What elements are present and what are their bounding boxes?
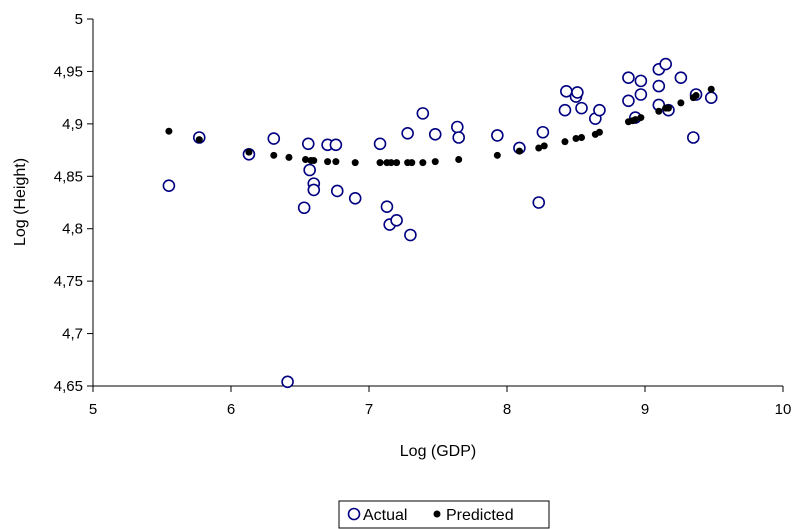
predicted-point (376, 159, 384, 167)
legend-actual-marker (347, 507, 361, 521)
actual-point (416, 107, 430, 120)
x-tick-label: 7 (365, 401, 373, 418)
actual-point (162, 179, 176, 193)
y-ticks: 4,65 4,7 4,75 4,8 4,85 4,9 4,95 5 (54, 11, 93, 395)
actual-point (491, 129, 504, 142)
predicted-point (302, 156, 310, 164)
predicted-point (431, 158, 439, 166)
predicted-point (493, 151, 501, 159)
x-ticks: 5 6 7 8 9 10 (89, 386, 792, 418)
actual-point (622, 94, 635, 108)
actual-point (330, 184, 344, 198)
actual-point (380, 200, 394, 213)
predicted-point (664, 104, 672, 112)
predicted-point (195, 136, 203, 144)
legend-actual-label: Actual (363, 507, 407, 524)
predicted-series (165, 85, 715, 167)
predicted-point (655, 107, 663, 115)
legend: Actual Predicted (338, 500, 550, 529)
actual-point (452, 131, 466, 144)
plot-area (92, 19, 783, 387)
predicted-point (455, 156, 463, 164)
actual-point (686, 131, 700, 144)
predicted-point (637, 114, 645, 122)
predicted-point (692, 92, 700, 100)
predicted-point (572, 135, 580, 143)
y-tick-label: 4,65 (54, 378, 83, 395)
actual-point (536, 125, 550, 139)
predicted-point (595, 128, 603, 136)
predicted-point (387, 159, 395, 167)
predicted-point (578, 133, 586, 141)
x-axis-title: Log (GDP) (400, 443, 476, 460)
predicted-point (535, 144, 543, 152)
predicted-point (419, 159, 427, 167)
actual-point (303, 163, 316, 177)
predicted-point (707, 85, 715, 93)
y-axis-title: Log (Height) (12, 158, 29, 246)
actual-point (373, 137, 387, 151)
actual-point (659, 57, 673, 71)
actual-point (301, 137, 315, 151)
predicted-point (540, 142, 548, 150)
x-tick-label: 8 (503, 401, 511, 418)
actual-point (404, 228, 417, 242)
predicted-point (332, 158, 340, 166)
predicted-point (631, 116, 639, 124)
actual-point (267, 132, 281, 145)
legend-predicted-marker (433, 510, 441, 518)
actual-point (558, 103, 572, 117)
predicted-point (351, 159, 359, 167)
actual-point (634, 74, 648, 88)
legend-box (338, 500, 550, 529)
x-tick-label: 6 (227, 401, 235, 418)
actual-point (674, 71, 688, 85)
y-tick-label: 5 (75, 11, 83, 28)
actual-point (329, 138, 343, 152)
y-tick-label: 4,85 (54, 168, 83, 185)
predicted-point (285, 153, 293, 161)
actual-point (307, 183, 321, 197)
actual-point (704, 91, 718, 104)
predicted-point (677, 99, 685, 107)
y-tick-label: 4,9 (62, 116, 83, 133)
y-tick-label: 4,7 (62, 326, 83, 343)
actual-series (162, 57, 718, 389)
x-tick-label: 9 (641, 401, 649, 418)
predicted-point (270, 151, 278, 159)
actual-point (451, 120, 464, 134)
actual-point (634, 88, 648, 101)
y-tick-label: 4,95 (54, 63, 83, 80)
y-tick-label: 4,8 (62, 221, 83, 238)
actual-point (428, 128, 442, 141)
actual-point (281, 375, 294, 389)
predicted-point (408, 159, 416, 167)
y-tick-label: 4,75 (54, 273, 83, 290)
actual-point (575, 101, 588, 115)
predicted-point (515, 147, 523, 155)
predicted-point (310, 157, 318, 165)
predicted-point (324, 158, 332, 166)
actual-point (390, 214, 403, 227)
x-tick-label: 10 (775, 401, 792, 418)
actual-point (401, 126, 414, 140)
predicted-point (165, 127, 173, 135)
predicted-point (245, 148, 253, 156)
actual-point (593, 103, 606, 117)
actual-point (622, 71, 635, 85)
legend-predicted-label: Predicted (446, 507, 514, 524)
actual-point (532, 196, 546, 209)
actual-point (652, 79, 666, 93)
actual-point (348, 192, 362, 205)
predicted-point (561, 138, 569, 146)
actual-point (571, 86, 584, 99)
actual-point (297, 201, 311, 215)
predicted-point (393, 159, 401, 167)
x-tick-label: 5 (89, 401, 97, 418)
